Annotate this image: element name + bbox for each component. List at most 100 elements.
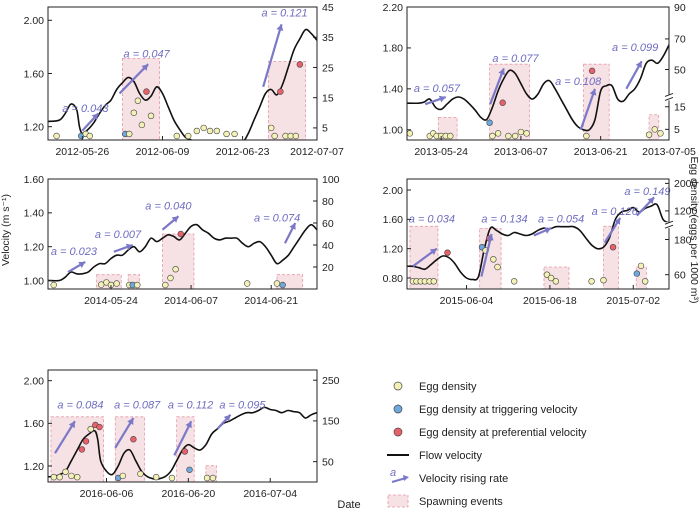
- egg-density-point: [50, 473, 58, 481]
- egg-density-point: [641, 278, 649, 285]
- y-tick-label-left: 1.40: [24, 208, 45, 220]
- y-tick-label-right: 50: [674, 64, 686, 76]
- rising-rate-arrow: [262, 23, 283, 88]
- rising-rate-arrowhead: [498, 68, 505, 76]
- rising-rate-arrowhead: [276, 24, 284, 32]
- egg-density-point: [637, 262, 645, 270]
- egg-density-point: [552, 278, 560, 285]
- rising-rate-label: a = 0.040: [145, 200, 192, 212]
- axis-break-gap: [665, 94, 673, 101]
- y-tick-label-left: 1.60: [24, 68, 45, 80]
- rising-rate-arrowhead: [635, 61, 642, 69]
- y-tick-label-left: 2.00: [383, 185, 404, 197]
- plot-area: [407, 44, 669, 140]
- rising-rate-label: a = 0.047: [124, 49, 171, 61]
- rising-rate-label: a = 0.074: [254, 212, 300, 224]
- panel-2015: a = 0.034 a = 0.134 a = 0.054 a = 0.126 a = …: [383, 178, 698, 307]
- rising-rate-label: a = 0.108: [555, 76, 602, 88]
- flow-velocity-line: [48, 28, 317, 140]
- rising-rate-label: a = 0.112: [168, 399, 213, 411]
- egg-density-point: [407, 130, 414, 137]
- x-tick-label: 2012-06-09: [136, 146, 190, 158]
- egg-density-point: [137, 470, 144, 478]
- y-tick-label-right: 20: [322, 262, 334, 274]
- legend-item: a Velocity rising rate: [390, 467, 508, 485]
- spawning-event: [267, 61, 306, 140]
- egg-density-point: [181, 448, 189, 455]
- rising-rate-arrowhead: [171, 216, 179, 223]
- egg-density-point: [494, 130, 502, 137]
- egg-density-point: [130, 436, 137, 443]
- plot-area: [48, 28, 317, 140]
- egg-density-point: [490, 256, 497, 263]
- egg-density-point: [177, 230, 184, 238]
- panel-2013: a = 0.057 a = 0.077 a = 0.108 a = 0.099 1.00…: [383, 2, 696, 158]
- egg-density-point: [273, 280, 281, 287]
- y-tick-label-left: 2.00: [24, 375, 45, 387]
- x-tick-label: 2016-07-04: [243, 488, 297, 500]
- y-tick-label-left: 1.60: [24, 418, 45, 430]
- egg-density-point: [68, 472, 75, 480]
- egg-density-point: [279, 281, 286, 289]
- egg-density-point: [168, 474, 176, 482]
- rising-rate-arrowhead: [647, 197, 655, 205]
- axis-break-mark: [664, 224, 674, 229]
- rising-rate-arrow: [489, 67, 505, 105]
- rising-rate-arrowhead: [141, 64, 149, 71]
- legend-item: Egg density: [393, 381, 477, 393]
- y-tick-label-left: 1.60: [24, 174, 45, 186]
- egg-density-point: [277, 88, 284, 95]
- x-tick-label: 2012-07-07: [290, 146, 344, 158]
- egg-density-point: [186, 466, 193, 473]
- rising-rate-label: a = 0.043: [62, 103, 109, 115]
- y-tick-label-right: 15: [674, 102, 686, 114]
- x-tick-label: 2013-05-24: [414, 146, 468, 158]
- rising-rate-arrowhead: [589, 88, 597, 96]
- egg-density-point: [447, 132, 454, 140]
- egg-density-point: [167, 274, 174, 282]
- y-tick-label-right: 150: [322, 416, 340, 428]
- egg-density-point: [523, 130, 530, 137]
- spawning-event: [635, 266, 647, 289]
- egg-density-point: [243, 280, 251, 287]
- axis-break-gap: [665, 222, 673, 229]
- legend-item: Flow velocity: [387, 450, 482, 462]
- egg-density-point: [134, 97, 142, 104]
- y-tick-label-left: 1.80: [383, 43, 404, 55]
- egg-density-point: [292, 132, 300, 140]
- y-tick-label-right: 5: [322, 123, 328, 135]
- egg-density-point: [271, 132, 278, 140]
- egg-density-point: [547, 274, 555, 282]
- egg-density-point: [609, 244, 617, 251]
- egg-density-point: [203, 474, 211, 482]
- rising-rate-label: a = 0.007: [95, 229, 142, 241]
- egg-density-point: [87, 425, 94, 433]
- x-tick-label: 2016-06-20: [161, 488, 215, 500]
- egg-density-point: [86, 132, 93, 140]
- legend-marker-shade: [387, 494, 409, 508]
- rising-rate-arrowhead: [78, 261, 86, 268]
- egg-density-point: [62, 468, 69, 476]
- egg-density-point: [657, 130, 664, 137]
- y-tick-label-left: 1.20: [24, 461, 45, 473]
- egg-density-point: [56, 473, 63, 481]
- spawning-event: [583, 63, 610, 140]
- y-tick-label-right: 5: [674, 124, 680, 136]
- y-tick-label-left: 1.20: [24, 241, 45, 253]
- rising-rate-label: a = 0.023: [51, 246, 98, 258]
- panel-frame: [47, 369, 318, 483]
- rising-rate-label: a = 0.054: [538, 213, 584, 225]
- egg-density-point: [113, 280, 120, 287]
- rising-rate-label: a = 0.057: [414, 83, 461, 95]
- egg-density-point: [82, 438, 90, 445]
- y-tick-label-right: 25: [322, 62, 334, 74]
- x-tick-label: 2016-06-06: [80, 488, 134, 500]
- legend: Egg density Egg density at triggering vel…: [387, 381, 587, 508]
- egg-density-point: [231, 130, 238, 138]
- plot-area: [407, 203, 669, 289]
- egg-density-point: [78, 446, 86, 453]
- egg-density-point: [510, 278, 518, 285]
- egg-density-point: [517, 128, 525, 136]
- spawning-event: [489, 63, 530, 140]
- egg-density-point: [209, 474, 217, 482]
